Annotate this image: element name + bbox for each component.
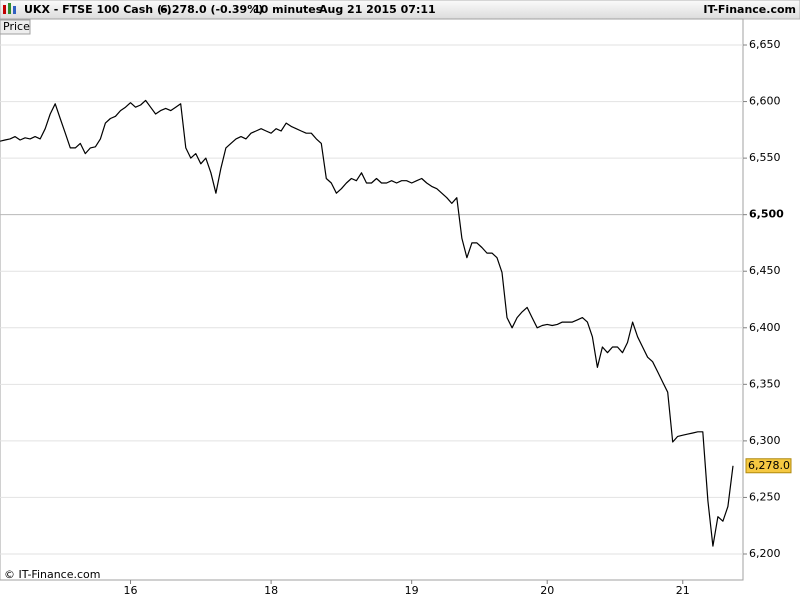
grid	[0, 44, 743, 555]
y-tick-label: 6,650	[749, 38, 781, 51]
x-tick-label: 18	[264, 584, 278, 597]
price-line	[0, 99, 734, 547]
x-tick-label: 16	[124, 584, 138, 597]
last-price-box	[745, 458, 792, 474]
y-tick-label: 6,500	[749, 208, 784, 221]
y-tick-label: 6,200	[749, 547, 781, 560]
panel-label: Price	[3, 20, 30, 33]
timestamp: Aug 21 2015 07:11	[319, 3, 436, 16]
quote: 6,278.0 (-0.39%)	[160, 3, 263, 16]
y-tick-label: 6,400	[749, 321, 781, 334]
y-tick-label: 6,350	[749, 377, 781, 390]
y-tick-label: 6,600	[749, 95, 781, 108]
x-tick-label: 20	[540, 584, 554, 597]
last-price-label: 6,278.0	[748, 459, 790, 472]
interval: 10 minutes	[253, 3, 323, 16]
copyright: © IT-Finance.com	[4, 568, 101, 581]
y-tick-label: 6,550	[749, 151, 781, 164]
y-tick-label: 6,250	[749, 490, 781, 503]
y-tick-label: 6,450	[749, 264, 781, 277]
panel-label-box	[0, 19, 31, 35]
app-icon	[3, 3, 16, 14]
instrument: UKX - FTSE 100 Cash (-)	[24, 3, 172, 16]
x-tick-label: 19	[405, 584, 419, 597]
brand: IT-Finance.com	[703, 3, 796, 16]
x-tick-label: 21	[676, 584, 690, 597]
y-tick-label: 6,300	[749, 434, 781, 447]
plot-area	[0, 18, 744, 581]
